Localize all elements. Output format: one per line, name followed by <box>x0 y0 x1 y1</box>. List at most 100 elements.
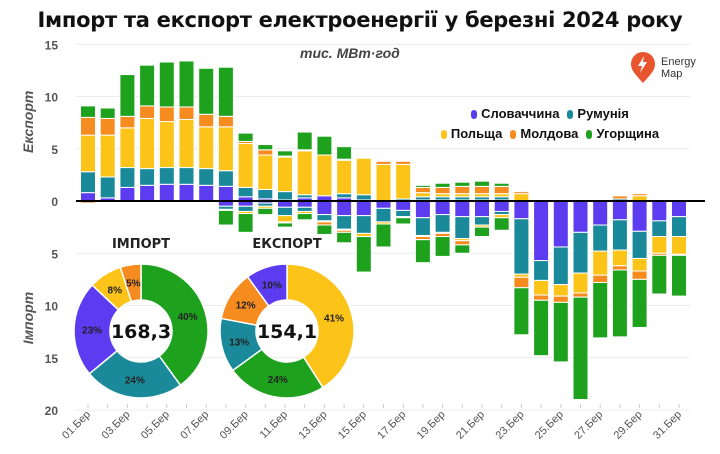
bar-export-Польща <box>237 143 254 188</box>
y-tick-label: 5 <box>51 247 58 261</box>
legend-swatch-icon <box>510 130 517 140</box>
bar-import-Словаччина <box>513 200 530 220</box>
lightning-pin-icon <box>631 52 655 83</box>
logo-text-line2: Map <box>661 68 683 80</box>
bar-export-Румунія <box>99 176 116 199</box>
y-tick-label: 0 <box>51 195 58 209</box>
donut-slice-label: 10% <box>262 280 282 291</box>
bar-import-Словаччина <box>355 200 372 217</box>
donut-slice-label: 23% <box>82 325 102 336</box>
donut-slice-label: 8% <box>108 286 123 297</box>
bar-import-Румунія <box>572 231 589 274</box>
bar-import-Румунія <box>434 214 451 233</box>
bar-import-Словаччина <box>631 200 648 232</box>
donut-slice-label: 5% <box>126 279 141 290</box>
bar-import-Угорщина <box>355 236 372 273</box>
bar-export-Угорщина <box>158 61 175 108</box>
bar-import-Словаччина <box>572 200 589 233</box>
bar-import-Угорщина <box>336 231 353 244</box>
bar-import-Молдова <box>513 276 530 289</box>
bar-export-Словаччина <box>139 184 156 202</box>
chart-title: Імпорт та експорт електроенергії у берез… <box>37 8 683 32</box>
bar-import-Румунія <box>513 218 530 275</box>
bar-import-Словаччина <box>434 200 451 216</box>
bar-import-Угорщина <box>631 278 648 328</box>
bar-import-Угорщина <box>316 224 333 235</box>
unit-label: тис. МВт·год <box>300 45 400 61</box>
bar-export-Молдова <box>434 186 451 195</box>
donut-slice-label: 40% <box>178 312 198 323</box>
bar-import-Словаччина <box>474 200 490 218</box>
legend-label: Угорщина <box>596 126 660 141</box>
donut-slice-Словаччина <box>73 284 120 375</box>
legend: Словаччина Румунія Польща Молдова Угорщина <box>430 104 670 144</box>
bar-export-Румунія <box>277 191 293 201</box>
bar-import-Румунія <box>552 246 569 286</box>
x-tick-label: 21.Бер <box>454 409 487 442</box>
x-tick-label: 31.Бер <box>651 409 684 442</box>
bar-import-Словаччина <box>552 200 569 248</box>
bar-export-Польща <box>336 159 353 195</box>
bar-import-Угорщина <box>474 226 490 238</box>
legend-label: Румунія <box>577 106 629 121</box>
bar-import-Угорщина <box>493 217 510 231</box>
bar-export-Польща <box>513 193 530 202</box>
bar-export-Польща <box>395 163 412 200</box>
x-tick-label: 07.Бер <box>178 409 211 442</box>
bar-export-Польща <box>119 127 136 169</box>
legend-label: Словаччина <box>481 106 560 121</box>
logo-text-line1: Energy <box>661 56 696 68</box>
bar-import-Словаччина <box>592 200 609 226</box>
donut-total: 154,1 <box>257 321 317 343</box>
legend-label: Польща <box>450 126 503 141</box>
bar-import-Угорщина <box>533 299 550 357</box>
bar-export-Угорщина <box>336 146 353 160</box>
bar-export-Польща <box>296 150 313 196</box>
bar-import-Угорщина <box>217 209 234 226</box>
x-tick-label: 09.Бер <box>218 409 251 442</box>
bar-import-Угорщина <box>651 254 668 295</box>
bar-export-Молдова <box>493 185 510 195</box>
bar-import-Словаччина <box>533 200 550 262</box>
bar-export-Молдова <box>631 193 648 197</box>
donut-total: 168,3 <box>111 321 171 343</box>
bar-export-Угорщина <box>80 105 96 118</box>
bar-export-Угорщина <box>139 64 156 107</box>
bar-import-Словаччина <box>651 200 668 222</box>
bar-import-Угорщина <box>454 244 471 254</box>
bar-import-Румунія <box>454 216 471 240</box>
bar-import-Угорщина <box>671 254 687 297</box>
bar-export-Польща <box>139 117 156 170</box>
donut-slice-Словаччина <box>246 263 288 307</box>
bar-import-Словаччина <box>454 200 471 218</box>
bar-export-Румунія <box>198 168 215 186</box>
bar-import-Польща <box>611 249 628 267</box>
bar-import-Польща <box>592 250 609 276</box>
x-tick-label: 03.Бер <box>99 409 132 442</box>
donut-title: ЕКСПОРТ <box>252 237 322 252</box>
bar-import-Польща <box>671 236 687 255</box>
bar-import-Угорщина <box>257 207 274 216</box>
bar-export-Угорщина <box>611 194 628 197</box>
bar-export-Польща <box>80 134 96 173</box>
bar-export-Угорщина <box>316 135 333 156</box>
legend-swatch-icon <box>586 130 593 140</box>
y-tick-label: 15 <box>45 38 59 52</box>
bar-export-Румунія <box>178 167 195 185</box>
donut-slice-label: 13% <box>229 338 249 349</box>
bar-import-Угорщина <box>414 239 431 264</box>
bar-import-Польща <box>631 257 648 272</box>
bar-import-Румунія <box>651 220 668 238</box>
bar-export-Словаччина <box>178 183 195 202</box>
bar-export-Польща <box>99 134 116 178</box>
bar-import-Угорщина <box>296 213 313 221</box>
bar-import-Румунія <box>237 205 254 212</box>
x-tick-label: 01.Бер <box>60 409 93 442</box>
bar-import-Румунія <box>336 215 353 230</box>
y-tick-label: 5 <box>51 143 58 157</box>
bar-import-Угорщина <box>611 269 628 338</box>
bar-import-Румунія <box>631 230 648 259</box>
bar-export-Румунія <box>217 170 234 187</box>
bar-export-Молдова <box>395 160 412 165</box>
bar-export-Польща <box>158 121 175 169</box>
